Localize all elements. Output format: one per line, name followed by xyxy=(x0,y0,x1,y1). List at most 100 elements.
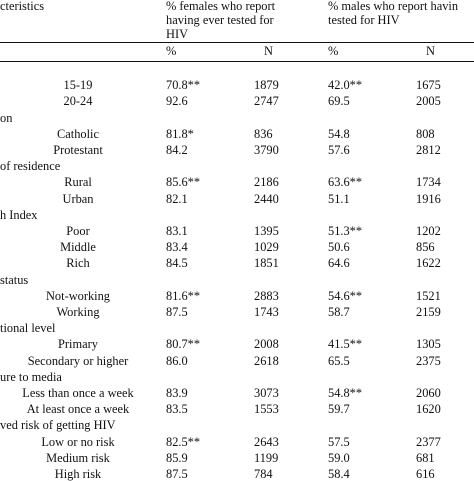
row-label: Low or no risk xyxy=(41,434,115,449)
males-n-cell: 1620 xyxy=(416,402,441,417)
females-header-line-2: having ever tested for xyxy=(166,13,274,27)
females-header-line-3: HIV xyxy=(166,27,189,41)
row-label: 20-24 xyxy=(63,94,93,109)
males-pct-cell: 42.0** xyxy=(328,78,363,93)
males-n-cell: 1305 xyxy=(416,337,441,352)
row-label: Urban xyxy=(62,191,94,206)
females-pct-cell: 92.6 xyxy=(166,94,188,109)
males-pct-cell: 65.5 xyxy=(328,353,350,368)
row-label: Secondary or higher xyxy=(27,353,129,368)
females-pct-cell: 87.5 xyxy=(166,467,188,481)
females-pct-cell: 70.8** xyxy=(166,78,201,93)
females-pct-cell: 81.8* xyxy=(166,126,194,141)
row-label: At least once a week xyxy=(26,402,130,417)
females-pct-cell: 80.7** xyxy=(166,337,201,352)
males-pct-cell: 51.1 xyxy=(328,191,350,206)
females-pct-cell: 87.5 xyxy=(166,305,188,319)
males-n-cell: 856 xyxy=(416,240,435,255)
females-n-cell: 3073 xyxy=(254,386,279,400)
females-n-cell: 836 xyxy=(254,126,273,141)
females-n-header: N xyxy=(264,44,273,58)
males-n-cell: 616 xyxy=(416,467,435,481)
males-pct-cell: 59.0 xyxy=(328,450,350,465)
females-pct-cell: 81.6** xyxy=(166,288,201,303)
females-n-cell: 1029 xyxy=(254,240,279,255)
header-rule-top xyxy=(0,42,474,43)
females-pct-cell: 83.1 xyxy=(166,224,188,238)
females-pct-cell: 83.9 xyxy=(166,386,188,400)
males-n-cell: 1202 xyxy=(416,224,441,238)
row-label: Rural xyxy=(64,175,92,190)
row-label: Catholic xyxy=(57,126,99,141)
females-n-cell: 2618 xyxy=(254,353,279,368)
males-n-cell: 2375 xyxy=(416,353,441,368)
row-label: Medium risk xyxy=(46,450,110,465)
females-pct-cell: 83.4 xyxy=(166,240,188,255)
males-pct-cell: 41.5** xyxy=(328,337,363,352)
males-header-line-2: tested for HIV xyxy=(328,13,400,27)
row-label: 15-19 xyxy=(63,78,93,93)
females-n-cell: 2747 xyxy=(254,94,279,109)
males-pct-cell: 57.5 xyxy=(328,434,350,449)
females-n-cell: 1851 xyxy=(254,256,279,271)
females-pct-cell: 85.6** xyxy=(166,175,201,190)
males-header-line-1: % males who report havin xyxy=(328,0,459,13)
males-pct-cell: 58.4 xyxy=(328,467,350,481)
males-pct-cell: 64.6 xyxy=(328,256,350,271)
males-n-cell: 1622 xyxy=(416,256,441,271)
females-n-cell: 2643 xyxy=(254,434,279,449)
section-label: on xyxy=(0,110,13,125)
males-n-header: N xyxy=(426,44,435,58)
females-n-cell: 1553 xyxy=(254,402,279,417)
females-pct-cell: 84.5 xyxy=(166,256,188,271)
females-n-cell: 784 xyxy=(254,467,273,481)
row-label: Not-working xyxy=(45,288,110,303)
females-pct-cell: 85.9 xyxy=(166,450,188,465)
section-label: status xyxy=(0,272,29,287)
females-pct-cell: 84.2 xyxy=(166,143,188,157)
row-label: High risk xyxy=(54,467,102,481)
males-n-cell: 2377 xyxy=(416,434,441,449)
females-pct-cell: 83.5 xyxy=(166,402,188,417)
males-pct-cell: 54.6** xyxy=(328,288,363,303)
males-pct-cell: 54.8** xyxy=(328,386,363,400)
males-pct-cell: 57.6 xyxy=(328,143,350,157)
females-pct-cell: 82.1 xyxy=(166,191,188,206)
section-label: tional level xyxy=(0,321,56,336)
section-label: of residence xyxy=(0,159,61,174)
males-n-cell: 1675 xyxy=(416,78,441,93)
row-label: Middle xyxy=(60,240,96,255)
row-label: Primary xyxy=(58,337,98,352)
females-n-cell: 1395 xyxy=(254,224,279,238)
males-n-cell: 1734 xyxy=(416,175,441,190)
row-label: Protestant xyxy=(53,143,103,157)
males-n-cell: 1521 xyxy=(416,288,441,303)
header-rule-bottom xyxy=(0,61,474,62)
males-n-cell: 1916 xyxy=(416,191,441,206)
section-label: h Index xyxy=(0,207,38,222)
females-pct-header: % xyxy=(166,44,177,58)
females-n-cell: 2440 xyxy=(254,191,279,206)
males-pct-header: % xyxy=(328,44,339,58)
females-header-line-1: % females who report xyxy=(166,0,276,13)
males-pct-cell: 54.8 xyxy=(328,126,350,141)
row-label: Poor xyxy=(66,224,90,238)
males-n-cell: 2060 xyxy=(416,386,441,400)
males-pct-cell: 58.7 xyxy=(328,305,350,319)
males-pct-cell: 69.5 xyxy=(328,94,350,109)
females-n-cell: 3790 xyxy=(254,143,279,157)
males-n-cell: 681 xyxy=(416,450,435,465)
males-n-cell: 808 xyxy=(416,126,435,141)
males-n-cell: 2812 xyxy=(416,143,441,157)
males-n-cell: 2159 xyxy=(416,305,441,319)
females-n-cell: 2883 xyxy=(254,288,279,303)
characteristics-header: cteristics xyxy=(0,0,45,13)
males-n-cell: 2005 xyxy=(416,94,441,109)
females-n-cell: 1879 xyxy=(254,78,279,93)
row-label: Less than once a week xyxy=(22,386,134,400)
row-label: Rich xyxy=(66,256,90,271)
males-pct-cell: 59.7 xyxy=(328,402,350,417)
females-pct-cell: 86.0 xyxy=(166,353,188,368)
section-label: ure to media xyxy=(0,369,62,384)
